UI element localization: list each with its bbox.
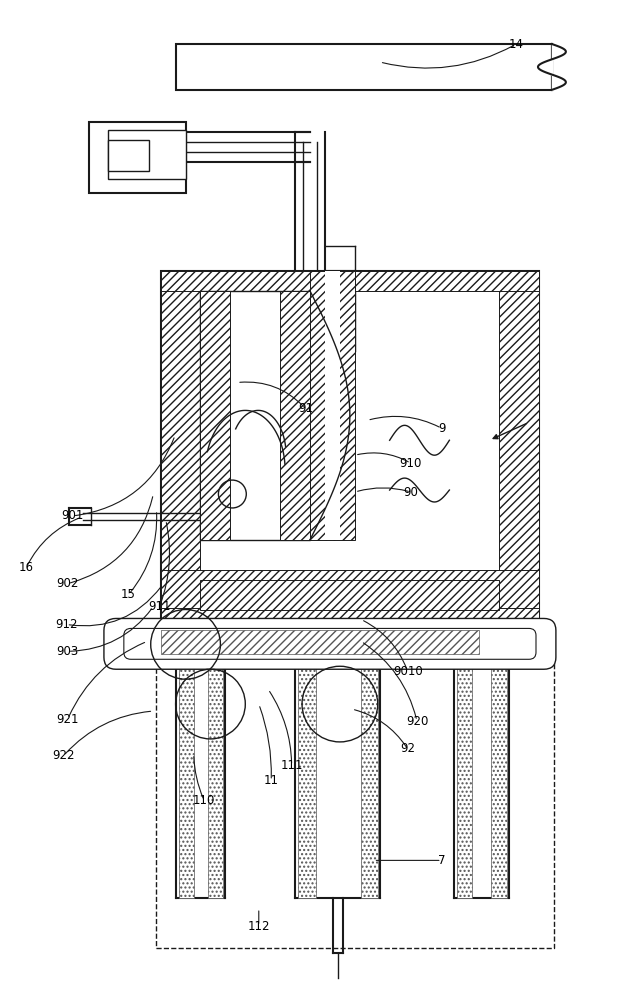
Text: 11: 11 (264, 774, 278, 787)
Text: 7: 7 (438, 854, 445, 867)
FancyBboxPatch shape (104, 618, 556, 669)
Text: 112: 112 (247, 920, 270, 933)
Bar (176, 44, 552, 90)
Text: 922: 922 (52, 749, 75, 762)
Bar (280, 291, 310, 540)
Text: 921: 921 (57, 713, 79, 726)
Text: 901: 901 (62, 509, 84, 522)
Text: 90: 90 (403, 486, 418, 499)
Bar (499, 271, 539, 639)
Text: 902: 902 (57, 577, 79, 590)
Bar (161, 630, 479, 654)
Bar (161, 608, 539, 631)
Text: 14: 14 (508, 38, 524, 51)
Bar (108, 130, 186, 179)
Text: 92: 92 (400, 742, 415, 755)
Text: 110: 110 (193, 794, 216, 807)
Bar (108, 140, 149, 171)
Bar (298, 631, 316, 898)
Bar (161, 271, 201, 639)
Bar (201, 580, 499, 610)
Text: 15: 15 (121, 588, 136, 601)
Text: 111: 111 (280, 759, 303, 772)
Bar (89, 122, 186, 193)
Bar (179, 654, 194, 898)
Bar (156, 654, 554, 948)
Text: 920: 920 (406, 715, 428, 728)
Bar (209, 654, 224, 898)
Bar (310, 271, 355, 540)
Text: 903: 903 (57, 645, 79, 658)
Bar (201, 291, 231, 540)
Bar (325, 271, 340, 540)
Text: 912: 912 (55, 618, 78, 631)
Bar (491, 654, 507, 898)
Bar (361, 631, 378, 898)
Text: 911: 911 (148, 600, 171, 613)
Bar (161, 271, 539, 639)
Text: 91: 91 (298, 402, 313, 415)
Bar (161, 570, 539, 610)
Text: 910: 910 (399, 457, 422, 470)
Bar (201, 291, 310, 540)
Text: 9010: 9010 (392, 665, 422, 678)
Bar (457, 654, 472, 898)
Bar (161, 271, 539, 291)
Text: 16: 16 (19, 561, 34, 574)
Text: 9: 9 (438, 422, 445, 435)
